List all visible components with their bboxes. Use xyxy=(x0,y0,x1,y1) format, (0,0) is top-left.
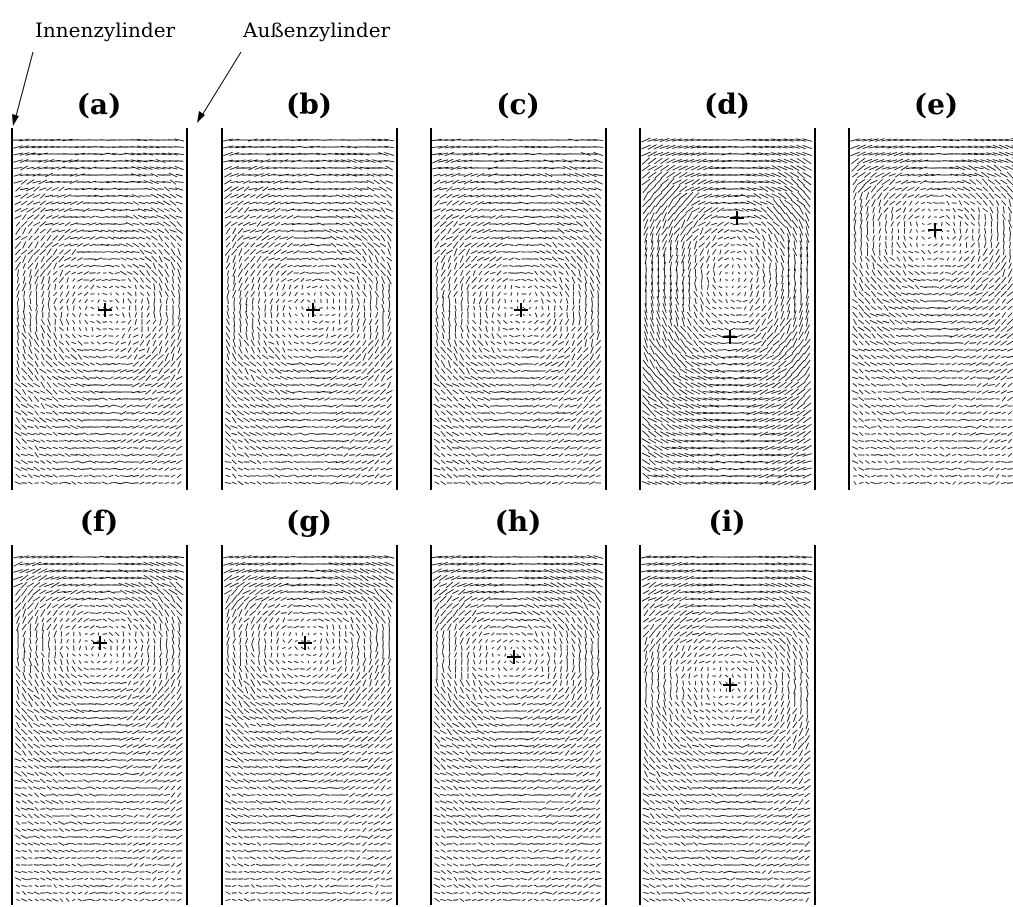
vortex-centre xyxy=(730,211,744,225)
vortex-centre xyxy=(928,223,942,237)
panel-label: (f) xyxy=(80,505,119,538)
panel-label: (i) xyxy=(708,505,745,538)
arrowhead xyxy=(12,114,19,126)
pointer xyxy=(14,51,34,121)
panel-label: (a) xyxy=(77,88,122,121)
vortex-centre xyxy=(93,636,107,650)
vectors xyxy=(850,137,1013,486)
vectors xyxy=(12,138,185,486)
vortex-centre xyxy=(723,678,737,692)
vectors xyxy=(640,555,813,903)
panel: (e) xyxy=(848,88,1013,490)
vectors xyxy=(223,555,395,902)
vectors xyxy=(431,554,604,903)
panel: (g) xyxy=(221,505,398,905)
panel-label: (h) xyxy=(495,505,542,538)
vectors xyxy=(431,138,604,486)
vortex-centre xyxy=(98,303,112,317)
panel: (c) xyxy=(430,88,607,490)
panel: (i) xyxy=(639,505,816,905)
panel: (d) xyxy=(639,88,816,490)
panel-label: (g) xyxy=(286,505,332,538)
panel: (h) xyxy=(430,505,607,905)
panel: (b) xyxy=(221,88,398,490)
panel: (f) xyxy=(11,505,188,905)
panel-label: (b) xyxy=(286,88,332,121)
panel-label: (d) xyxy=(704,88,750,121)
arrowhead xyxy=(197,111,205,123)
vector-fields: (a) (b) (c) (d) (e) (f) (g) (h) (i) xyxy=(11,88,1013,905)
panel-label: (c) xyxy=(496,88,540,121)
vectors xyxy=(223,138,395,486)
annotation-outer: Außenzylinder xyxy=(242,18,391,42)
panel-label: (e) xyxy=(914,88,958,121)
vectors xyxy=(13,555,185,902)
vortex-centre xyxy=(723,330,737,344)
vortex-centre xyxy=(514,303,528,317)
vortex-centre xyxy=(306,303,320,317)
pointer xyxy=(200,51,242,118)
vortex-centre xyxy=(298,636,312,650)
annotation-inner: Innenzylinder xyxy=(35,18,176,42)
vectors xyxy=(641,137,813,486)
panel: (a) xyxy=(11,88,188,490)
vortex-centre xyxy=(507,650,521,664)
